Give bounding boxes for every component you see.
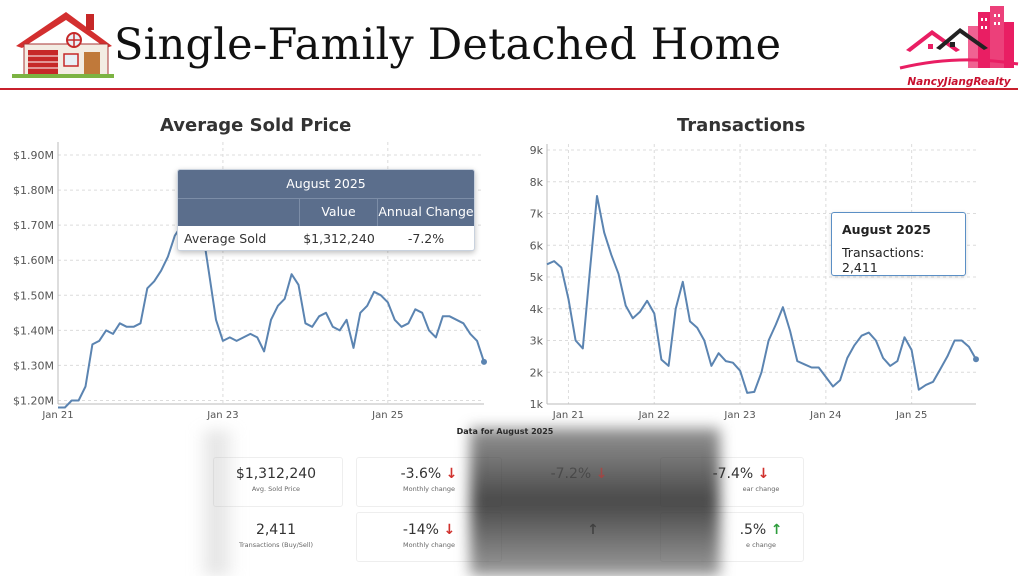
tooltip-row-label: Average Sold Price [184,231,267,246]
tooltip-col-change: Annual Change [378,204,474,219]
x-tick-label: Jan 23 [206,410,238,421]
y-tick-label: $1.70M [13,219,54,232]
stat-price-monthly: -3.6% ↓ Monthly change [356,464,502,510]
y-tick-label: 7k [530,208,544,221]
blur-overlay-left [196,430,236,576]
data-point-last[interactable] [973,356,979,363]
stat-trans-annual: ↑ [520,520,666,566]
buildings-icon [899,6,1019,70]
arrow-down-icon: ↓ [445,466,458,482]
stat-avg-price-label: Avg. Sold Price [251,485,301,493]
y-tick-label: 9k [530,144,544,157]
arrow-up-icon: ↑ [770,522,783,538]
header: Single-Family Detached Home NancyJiangRe… [0,0,1024,90]
stat-price-monthly-label: Monthly change [402,485,455,493]
x-tick-label: Jan 22 [638,410,670,421]
stat-price-monthly-value: -3.6% [400,466,442,482]
arrow-down-icon: ↓ [443,522,456,538]
header-divider [0,88,1018,90]
stat-trans-yearly-label: e change [746,541,776,549]
y-tick-label: 5k [530,271,544,284]
y-tick-label: $1.40M [13,324,54,337]
stat-transactions: 2,411 Transactions (Buy/Sell) [203,520,349,566]
series-line [58,206,485,409]
stat-avg-price-value: $1,312,240 [235,466,317,482]
stat-trans-monthly-value: -14% [402,522,439,538]
stat-trans-yearly-value: .5% [739,522,767,538]
brand-logo: NancyJiangRealty [898,4,1020,90]
tooltip-row-value: $1,312,240 [303,231,375,246]
y-tick-label: $1.80M [13,184,54,197]
stat-price-yearly-value: -7.4% [712,466,754,482]
x-tick-label: Jan 24 [809,410,841,421]
chart-title-transactions: Transactions [677,115,806,136]
x-tick-label: Jan 21 [552,410,584,421]
tooltip-month: August 2025 [178,170,474,198]
arrow-up-icon: ↑ [587,522,599,538]
transactions-chart: 1k 2k 3k 4k 5k 6k 7k 8k 9k Jan 21 Jan 22 Jan 23 Jan … [530,144,979,421]
tooltip2-month: August 2025 [842,222,931,237]
stat-trans-monthly-label: Monthly change [402,541,455,549]
stat-transactions-value: 2,411 [255,522,297,538]
y-tick-label: $1.50M [13,289,54,302]
y-tick-label: 1k [530,398,544,411]
series-line [546,195,977,394]
stat-transactions-label: Transactions (Buy/Sell) [238,541,314,549]
x-tick-label: Jan 23 [723,410,755,421]
tooltip-row-change: -7.2% [407,231,445,246]
stat-card-price [213,457,343,507]
y-tick-label: $1.90M [13,149,54,162]
data-point-last[interactable] [481,358,487,365]
stat-price-annual: -7.2% ↓ [506,464,652,510]
x-tick-label: Jan 21 [41,410,73,421]
y-tick-label: $1.60M [13,254,54,267]
avg-price-tooltip: August 2025 Value Annual Change Average … [177,169,475,251]
stat-price-yearly-label: ear change [742,485,780,493]
y-tick-label: 6k [530,239,544,252]
tooltip-col-value: Value [300,199,378,226]
brand-name: NancyJiangRealty [907,76,1011,88]
y-tick-label: $1.30M [13,359,54,372]
house-icon [12,12,114,78]
y-tick-label: 4k [530,303,544,316]
chart-title-avg-price: Average Sold Price [160,115,352,136]
stat-trans-yearly: .5% ↑ e change [668,520,814,566]
stat-trans-monthly: -14% ↓ Monthly change [356,520,502,566]
y-tick-label: 8k [530,176,544,189]
x-tick-label: Jan 25 [895,410,927,421]
x-tick-label: Jan 25 [371,410,403,421]
stat-price-annual-value: -7.2% [550,466,592,482]
page-title: Single-Family Detached Home [114,20,782,70]
tooltip2-label: Transactions: 2,411 [842,245,925,275]
tooltip-header-blank [178,199,300,226]
stat-price-yearly: -7.4% ↓ ear change [668,464,814,510]
arrow-down-icon: ↓ [595,466,608,482]
transactions-tooltip: August 2025 Transactions: 2,411 [831,212,966,276]
arrow-down-icon: ↓ [757,466,770,482]
tooltip-header-row: Value Annual Change [178,198,474,226]
y-tick-label: $1.20M [13,394,54,407]
tooltip-data-row: Average Sold Price $1,312,240 -7.2% [178,226,474,250]
blur-overlay-center [470,428,720,576]
y-tick-label: 2k [530,366,544,379]
y-tick-label: 3k [530,335,544,348]
stat-avg-price: $1,312,240 Avg. Sold Price [203,464,349,510]
